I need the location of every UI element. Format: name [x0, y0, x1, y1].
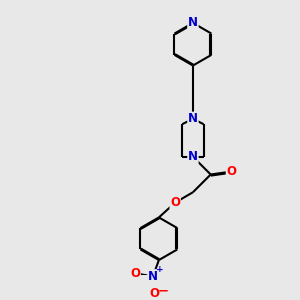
Text: N: N — [188, 150, 198, 163]
Text: N: N — [148, 270, 158, 283]
Text: O: O — [170, 196, 180, 209]
Text: N: N — [188, 16, 198, 29]
Text: O: O — [130, 267, 140, 280]
Text: +: + — [156, 265, 163, 274]
Text: N: N — [188, 112, 198, 125]
Text: −: − — [157, 284, 168, 297]
Text: O: O — [149, 287, 159, 300]
Text: O: O — [226, 165, 236, 178]
